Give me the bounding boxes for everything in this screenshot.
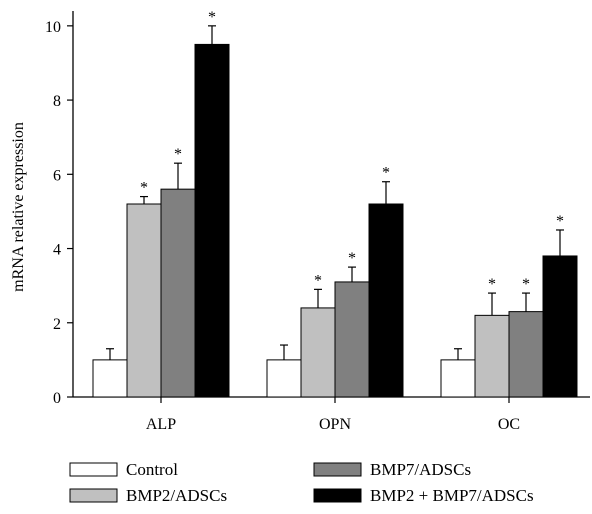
y-axis-label: mRNA relative expression xyxy=(10,122,27,292)
bar xyxy=(368,203,404,398)
bar xyxy=(126,203,162,398)
y-tick-label: 6 xyxy=(53,167,61,184)
bar xyxy=(474,314,510,398)
bar xyxy=(542,255,578,398)
significance-marker: * xyxy=(382,165,390,182)
legend-label: BMP2/ADSCs xyxy=(126,486,227,505)
significance-marker: * xyxy=(556,213,564,230)
y-axis: 0 2 4 6 8 10 xyxy=(45,11,74,407)
legend-label: Control xyxy=(126,460,178,479)
significance-marker: * xyxy=(140,180,148,197)
y-tick-label: 2 xyxy=(53,316,61,333)
y-tick-label: 4 xyxy=(53,242,61,259)
y-tick-label: 8 xyxy=(53,93,61,110)
bar xyxy=(440,359,476,398)
legend-swatch xyxy=(69,462,118,477)
significance-marker: * xyxy=(488,276,496,293)
bars: * * * * * * * * * xyxy=(92,9,578,398)
x-tick-label: OC xyxy=(498,416,520,433)
legend-swatch xyxy=(313,488,362,503)
significance-marker: * xyxy=(208,9,216,26)
bar xyxy=(160,188,196,398)
legend-label: BMP2 + BMP7/ADSCs xyxy=(370,486,534,505)
y-tick-label: 0 xyxy=(53,390,61,407)
significance-marker: * xyxy=(522,276,530,293)
bar xyxy=(194,43,230,398)
significance-marker: * xyxy=(174,146,182,163)
x-tick-label: ALP xyxy=(146,416,176,433)
legend-swatch xyxy=(69,488,118,503)
bar xyxy=(300,307,336,398)
legend-label: BMP7/ADSCs xyxy=(370,460,471,479)
significance-marker: * xyxy=(348,250,356,267)
bar xyxy=(334,281,370,398)
x-axis: ALP OPN OC xyxy=(73,396,590,433)
bar xyxy=(508,311,544,398)
legend-swatch xyxy=(313,462,362,477)
bar xyxy=(266,359,302,398)
significance-marker: * xyxy=(314,272,322,289)
x-tick-label: OPN xyxy=(319,416,351,433)
bar xyxy=(92,359,128,398)
legend: Control BMP2/ADSCs BMP7/ADSCs BMP2 + BMP7/A… xyxy=(69,460,534,505)
y-tick-label: 10 xyxy=(45,19,61,36)
